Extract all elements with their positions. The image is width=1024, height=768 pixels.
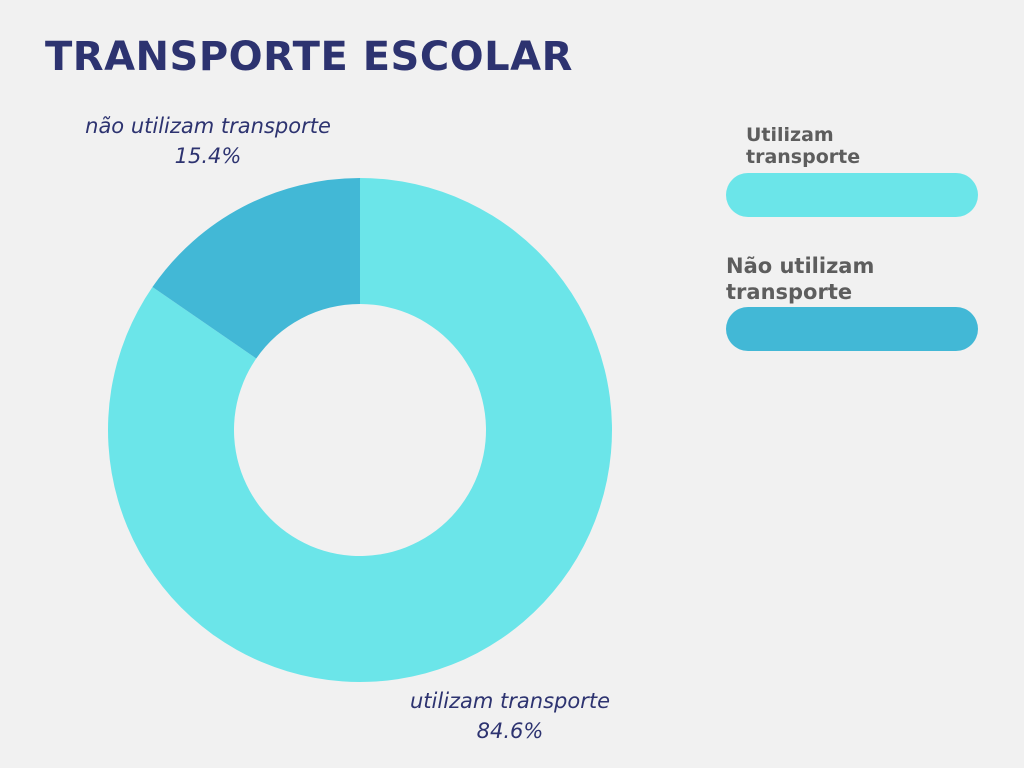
data-label-nao-utilizam-name: não utilizam transporte <box>85 114 331 138</box>
slice-nao-utilizam <box>152 178 360 359</box>
data-label-nao-utilizam: não utilizam transporte 15.4% <box>85 111 331 171</box>
data-label-utilizam: utilizam transporte 84.6% <box>410 686 610 746</box>
data-label-utilizam-name: utilizam transporte <box>409 689 611 713</box>
data-label-utilizam-value: 84.6% <box>476 719 544 743</box>
legend-label-nao-utilizam: Não utilizam transporte <box>726 254 875 304</box>
legend-label-utilizam: Utilizam transporte <box>746 124 861 168</box>
chart-title: TRANSPORTE ESCOLAR <box>45 34 573 80</box>
legend-swatch-nao-utilizam <box>726 307 978 351</box>
slice-utilizam <box>107 178 612 682</box>
legend-swatch-utilizam <box>726 173 978 217</box>
data-label-nao-utilizam-value: 15.4% <box>174 144 242 168</box>
